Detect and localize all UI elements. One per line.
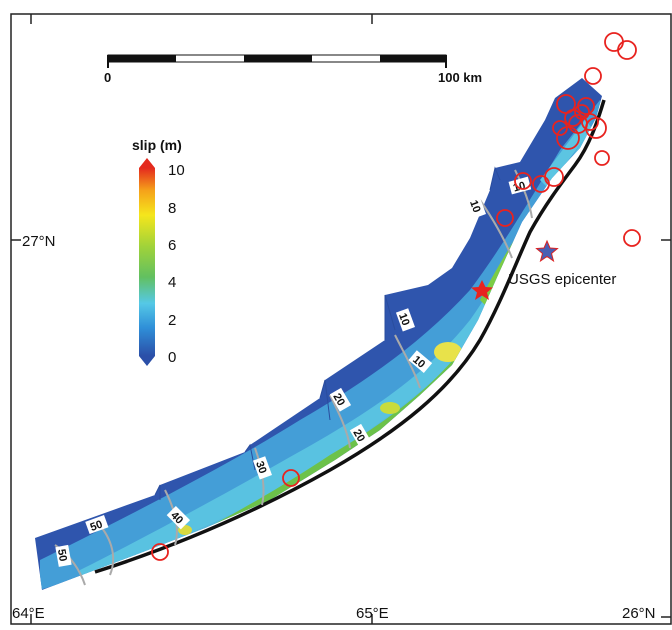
colorbar-tick-4: 4: [168, 274, 176, 291]
colorbar-title: slip (m): [132, 137, 182, 153]
aftershock-circle: [496, 209, 514, 227]
epicenter-label: USGS epicenter: [508, 271, 616, 288]
aftershock-circle: [574, 104, 590, 120]
fault-slip-model: [35, 78, 606, 590]
aftershock-circles: [151, 32, 641, 561]
colorbar-tick-8: 8: [168, 200, 176, 217]
slip-hypocenter-star: [471, 280, 493, 300]
colorbar-tick-0: 0: [168, 349, 176, 366]
aftershock-circle: [584, 67, 602, 85]
aftershock-circle: [617, 40, 637, 60]
aftershock-circle: [623, 229, 641, 247]
aftershock-circle: [564, 109, 582, 127]
scale-end-label: 100 km: [438, 70, 482, 85]
colorbar-gradient: [139, 168, 155, 356]
contour-label: 30: [253, 460, 268, 476]
colorbar-tick-2: 2: [168, 312, 176, 329]
contour-label: 20: [330, 391, 347, 408]
map-frame: [10, 13, 672, 625]
lon-label-left: 64°E: [12, 605, 45, 622]
aftershock-circle: [151, 543, 169, 561]
contour-label: 50: [55, 548, 69, 562]
aftershock-circle: [282, 469, 300, 487]
aftershock-circle: [556, 126, 580, 150]
aftershock-circle: [552, 120, 568, 136]
aftershock-circle: [594, 150, 610, 166]
aftershock-circle: [585, 117, 607, 139]
aftershock-circle: [581, 113, 599, 131]
usgs-epicenter: USGS epicenter: [508, 239, 616, 288]
contour-labels: 50 50 40 30 20 20 10 10: [55, 176, 532, 567]
colorbar-tick-10: 10: [168, 162, 185, 179]
scale-bar: 0 100 km: [104, 54, 482, 85]
aftershock-circle: [532, 175, 550, 193]
contour-label: 20: [350, 427, 367, 444]
colorbar-tick-6: 6: [168, 237, 176, 254]
epicenter-star-icon: [535, 239, 559, 263]
contour-label: 10: [467, 199, 482, 215]
aftershock-circle: [514, 172, 532, 190]
contour-label: 50: [89, 519, 105, 534]
contour-label: 10: [396, 312, 411, 328]
lat-label-mid: 27°N: [22, 233, 56, 250]
scale-start-label: 0: [104, 70, 111, 85]
aftershock-circle: [604, 32, 624, 52]
lon-label-mid: 65°E: [356, 605, 389, 622]
lat-label-bottom: 26°N: [622, 605, 656, 622]
colorbar: slip (m) 10 8 6 4 2 0: [132, 137, 185, 366]
